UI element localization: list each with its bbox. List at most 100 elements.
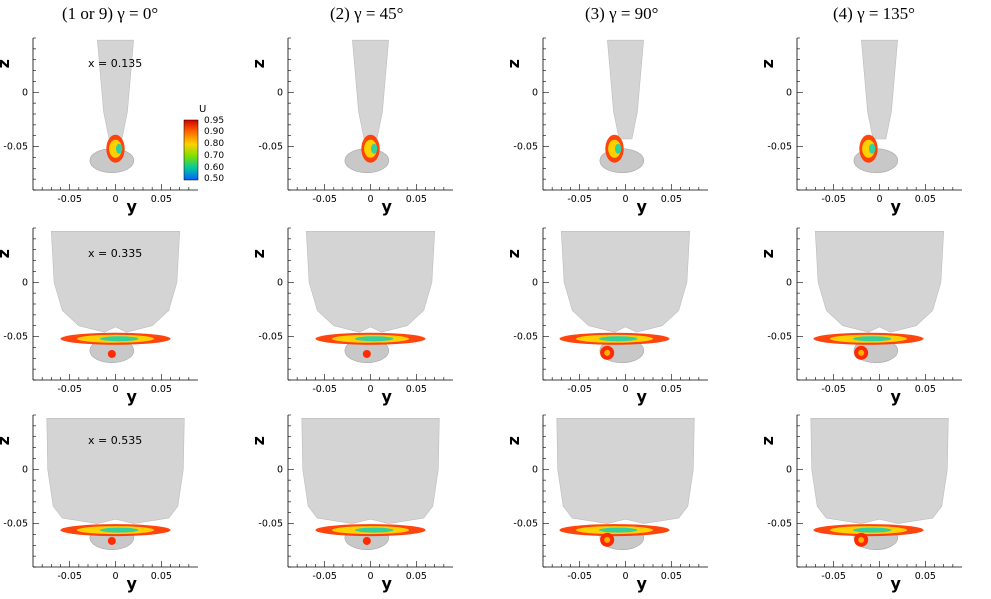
wake-core-green [868, 143, 876, 154]
y-tick-label: 0 [367, 194, 373, 205]
colorbar-label: 0.70 [204, 151, 224, 161]
z-axis-label: z [0, 59, 13, 68]
y-tick-label: 0 [622, 384, 628, 395]
y-tick-label: -0.05 [567, 571, 592, 582]
wake-core-green [99, 336, 139, 342]
vortex-core-inner [858, 349, 865, 356]
column-title-4: (4) γ = 135° [833, 4, 915, 23]
z-tick-label: 0 [277, 464, 283, 475]
y-tick-label: 0 [367, 384, 373, 395]
wake-core-green [852, 336, 892, 342]
y-tick-label: 0.05 [915, 194, 936, 205]
y-tick-label: 0 [876, 384, 882, 395]
z-axis-label: z [249, 436, 268, 445]
wake-core-green [598, 527, 638, 533]
y-tick-label: -0.05 [567, 194, 592, 205]
z-tick-label: -0.05 [3, 332, 28, 343]
y-tick-label: 0.05 [151, 571, 172, 582]
z-tick-label: 0 [277, 277, 283, 288]
y-tick-label: 0.05 [406, 571, 427, 582]
y-tick-label: 0.05 [406, 194, 427, 205]
z-axis-label: z [0, 249, 13, 258]
y-tick-label: 0 [622, 571, 628, 582]
y-axis-label: y [891, 574, 902, 593]
z-tick-label: -0.05 [3, 519, 28, 530]
wake-core-green [354, 527, 394, 533]
y-axis-label: y [382, 197, 393, 216]
y-tick-label: -0.05 [567, 384, 592, 395]
wake-core-green [370, 143, 378, 154]
hull-section [560, 231, 691, 333]
colorbar-label: 0.90 [204, 127, 224, 137]
vortex-core [362, 536, 371, 545]
y-axis-label: y [127, 197, 138, 216]
colorbar-label: 0.60 [204, 163, 224, 173]
z-tick-label: 0 [22, 87, 28, 98]
vortex-core [362, 349, 371, 358]
y-tick-label: -0.05 [312, 194, 337, 205]
panel-7: -0.05 0 0.05 0 -0.05 y z [504, 227, 708, 406]
column-title-3: (3) γ = 90° [585, 4, 659, 23]
y-tick-label: 0.05 [661, 194, 682, 205]
z-tick-label: 0 [786, 464, 792, 475]
z-tick-label: 0 [532, 464, 538, 475]
z-tick-label: -0.05 [767, 332, 792, 343]
hull-section [305, 231, 436, 333]
hull-section [46, 418, 185, 524]
wake-core-green [115, 143, 123, 154]
y-tick-label: 0.05 [915, 384, 936, 395]
hull-section [814, 231, 945, 333]
panel-4: -0.05 0 0.05 0 -0.05 y z [758, 37, 962, 216]
y-tick-label: 0.05 [915, 571, 936, 582]
panel-2: -0.05 0 0.05 0 -0.05 y z [249, 37, 453, 216]
hull-section [50, 231, 181, 333]
y-tick-label: 0.05 [151, 194, 172, 205]
colorbar-scale [183, 119, 199, 181]
panel-1: -0.05 0 0.05 0 -0.05 y z x = 0.135 [0, 37, 198, 216]
panel-8: -0.05 0 0.05 0 -0.05 y z [758, 227, 962, 406]
z-tick-label: 0 [22, 277, 28, 288]
z-tick-label: 0 [786, 87, 792, 98]
z-tick-label: 0 [532, 277, 538, 288]
y-tick-label: 0 [367, 571, 373, 582]
vortex-core-inner [604, 536, 611, 543]
z-axis-label: z [249, 249, 268, 258]
wake-core-green [852, 527, 892, 533]
y-tick-label: -0.05 [821, 384, 846, 395]
y-tick-label: 0.05 [151, 384, 172, 395]
y-tick-label: -0.05 [312, 571, 337, 582]
z-tick-label: -0.05 [3, 142, 28, 153]
z-axis-label: z [249, 59, 268, 68]
station-label: x = 0.335 [88, 247, 142, 260]
z-axis-label: z [504, 59, 523, 68]
y-axis-label: y [127, 574, 138, 593]
colorbar-title: U [199, 104, 206, 115]
z-axis-label: z [758, 249, 777, 258]
z-tick-label: 0 [22, 464, 28, 475]
y-tick-label: -0.05 [57, 384, 82, 395]
vortex-core-inner [858, 536, 865, 543]
y-axis-label: y [637, 387, 648, 406]
y-tick-label: 0.05 [406, 384, 427, 395]
panel-5: -0.05 0 0.05 0 -0.05 y z x = 0.335 [0, 227, 198, 406]
column-title-1: (1 or 9) γ = 0° [62, 4, 159, 23]
y-tick-label: 0.05 [661, 384, 682, 395]
y-tick-label: 0 [112, 571, 118, 582]
wake-core-green [99, 527, 139, 533]
station-label: x = 0.535 [88, 434, 142, 447]
z-tick-label: -0.05 [767, 142, 792, 153]
z-axis-label: z [504, 436, 523, 445]
y-tick-label: -0.05 [312, 384, 337, 395]
y-axis-label: y [637, 574, 648, 593]
panel-10: -0.05 0 0.05 0 -0.05 y z [249, 414, 453, 593]
panel-3: -0.05 0 0.05 0 -0.05 y z [504, 37, 708, 216]
colorbar: U0.950.90 0.80 0.70 0.600.50 [183, 104, 224, 184]
colorbar-label: 0.80 [204, 139, 224, 149]
z-tick-label: 0 [277, 87, 283, 98]
z-axis-label: z [0, 436, 13, 445]
y-tick-label: -0.05 [821, 194, 846, 205]
z-tick-label: 0 [786, 277, 792, 288]
hull-section [810, 418, 949, 524]
y-axis-label: y [382, 387, 393, 406]
y-tick-label: 0 [876, 194, 882, 205]
